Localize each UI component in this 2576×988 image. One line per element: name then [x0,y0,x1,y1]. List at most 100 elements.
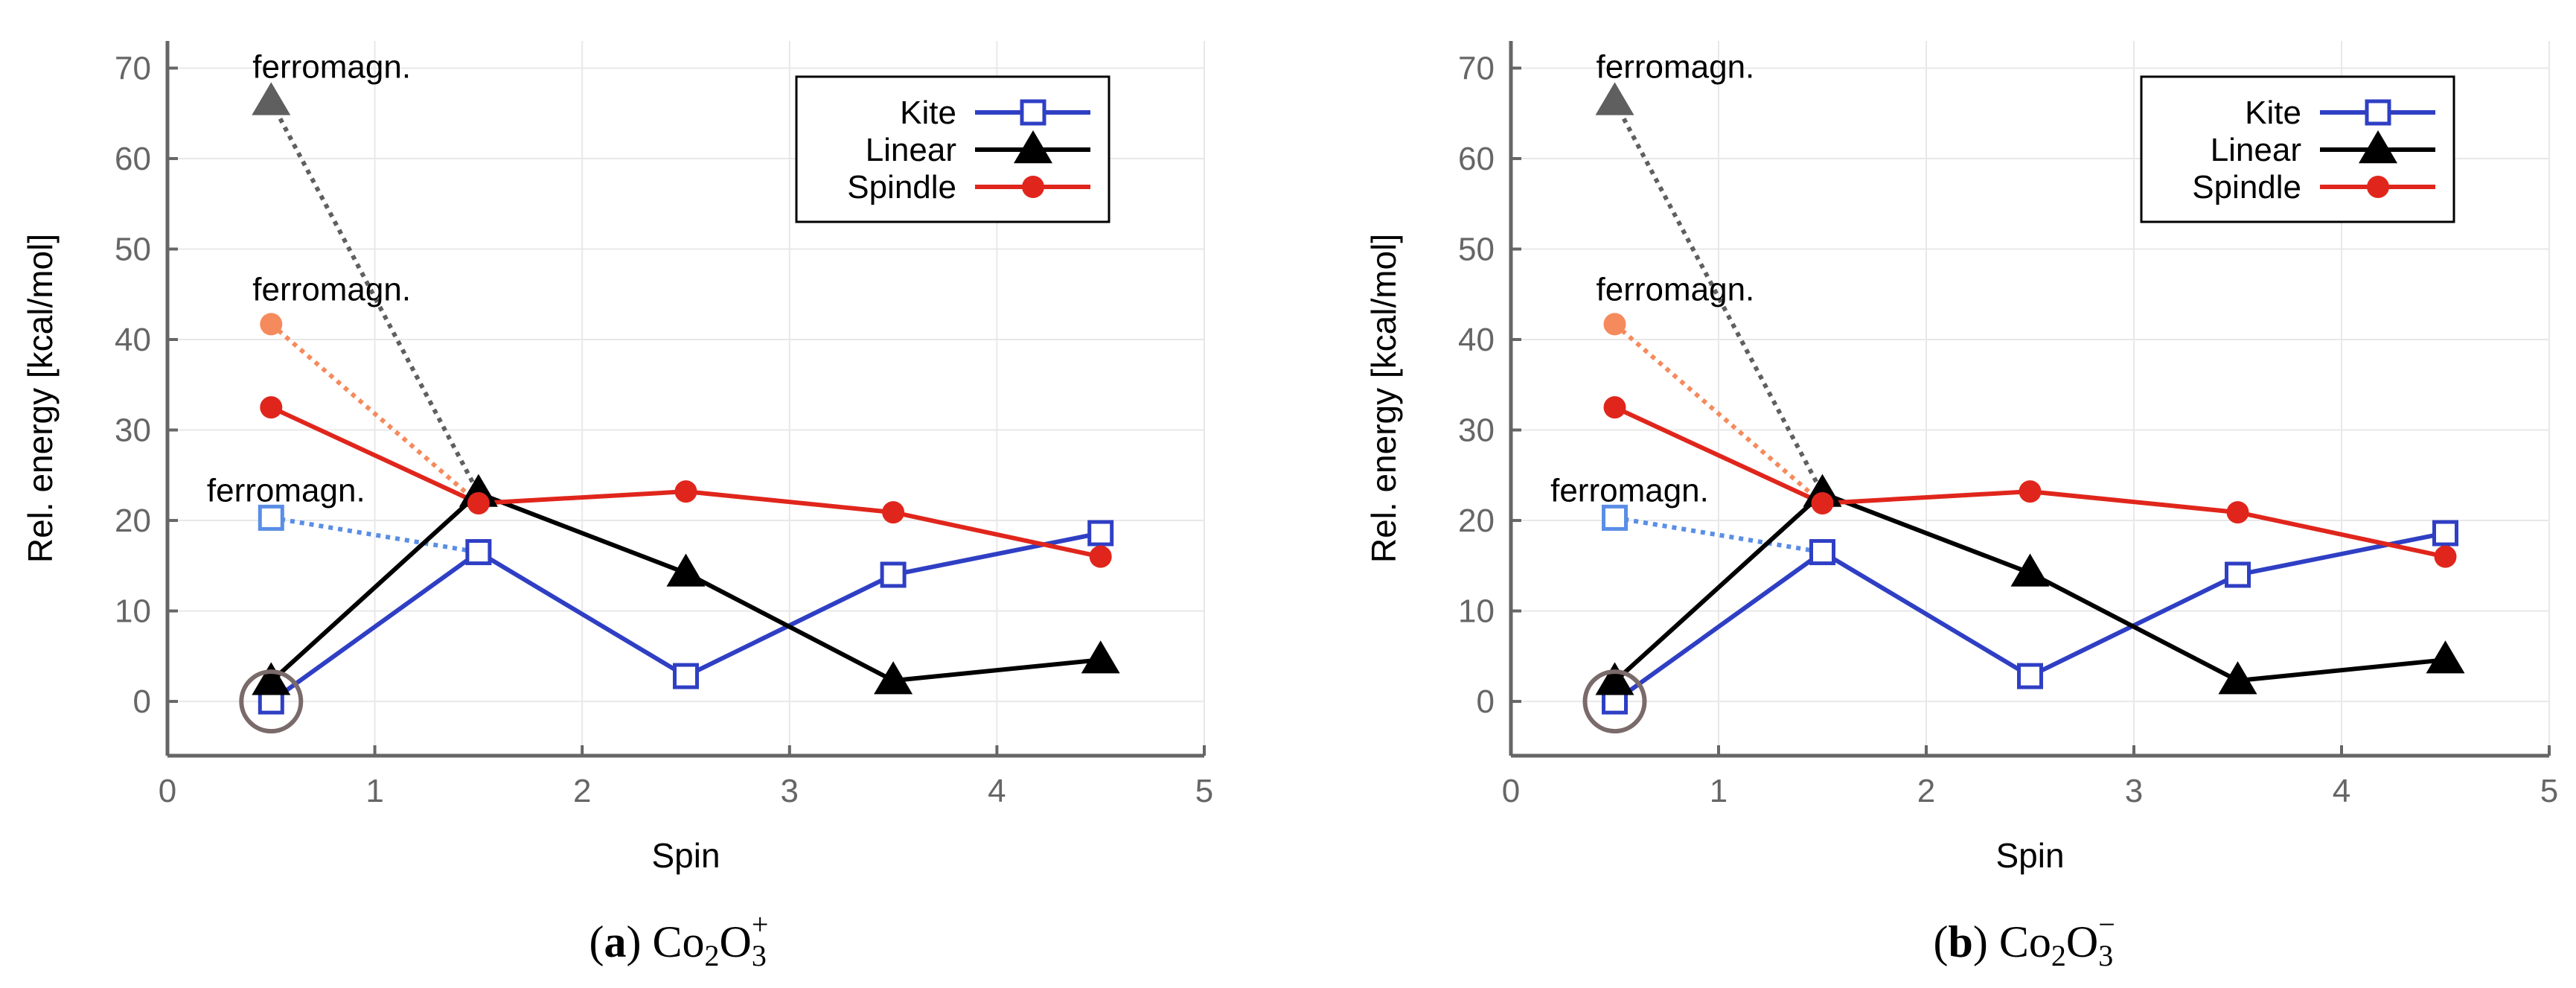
y-tick-label: 70 [115,50,151,86]
y-axis-title: Rel. energy [kcal/mol] [1364,234,1403,563]
data-point-kite [1809,539,1835,566]
data-point-kite [2225,561,2251,588]
caption-panel-label: a [604,917,626,966]
data-point-kite [2432,520,2458,546]
x-tick-label: 1 [365,773,383,809]
data-point-spindle [2019,480,2042,503]
legend-label-spindle: Spindle [847,169,956,205]
caption-space [1988,917,1999,966]
caption-b: (b) Co2O3− [1934,908,2115,972]
y-tick-label: 60 [115,141,151,177]
data-point-kite [880,561,907,588]
ground-state-highlight [239,669,304,734]
data-point-linear [2010,553,2050,587]
x-tick-label: 3 [2125,773,2143,809]
y-tick-label: 10 [115,593,151,630]
data-point-spindle [2226,501,2249,524]
caption-paren: ( [1934,917,1949,966]
data-point-spindle [467,491,490,514]
data-point-kite [2017,663,2043,689]
ferromagnetic-point-spindle [1603,313,1626,336]
legend-label-kite: Kite [2245,95,2301,131]
ferromagnetic-label: ferromagn. [252,271,411,307]
y-tick-label: 40 [115,322,151,358]
y-tick-label: 30 [1458,412,1495,449]
x-tick-label: 0 [1502,773,1520,809]
y-tick-label: 0 [1477,683,1495,720]
ferromagnetic-point-kite [1602,504,1628,531]
data-point-spindle [1089,545,1112,568]
legend-marker-spindle [1022,176,1044,198]
x-tick-label: 4 [2333,773,2350,809]
data-point-linear [1081,640,1120,674]
legend-label-spindle: Spindle [2192,169,2301,205]
data-point-linear [2218,661,2257,695]
legend-label-kite: Kite [900,95,956,131]
ferromagnetic-line-linear [269,101,481,494]
ferromagnetic-label: ferromagn. [207,472,365,509]
caption-formula-o: O [720,917,752,966]
y-tick-label: 40 [1458,322,1495,358]
data-point-kite [1087,520,1114,546]
caption-formula-charge: + [752,908,769,941]
caption-formula-sub: 2 [2051,939,2066,972]
data-point-linear [666,553,706,587]
data-point-spindle [882,501,905,524]
x-tick-label: 2 [573,773,591,809]
series-line-linear [1613,491,2446,683]
ground-state-highlight [1582,669,1647,734]
x-tick-label: 2 [1917,773,1935,809]
ferromagnetic-point-spindle [260,313,283,336]
data-point-spindle [674,480,697,503]
data-point-linear [874,661,913,695]
x-tick-label: 4 [988,773,1006,809]
caption-paren: ) [626,917,641,966]
ferromagnetic-label: ferromagn. [252,48,411,85]
caption-a: (a) Co2O3+ [589,908,769,972]
data-point-spindle [260,396,283,419]
ferromagnetic-line-kite [270,515,479,555]
x-tick-label: 5 [2540,773,2558,809]
caption-panel-label: b [1948,917,1972,966]
y-tick-label: 70 [1458,50,1495,86]
y-tick-label: 50 [1458,231,1495,267]
series-line-linear [269,491,1101,683]
x-tick-label: 3 [781,773,799,809]
x-tick-label: 1 [1710,773,1728,809]
legend-label-linear: Linear [2211,132,2301,168]
legend-marker-kite [1020,99,1046,126]
caption-space [641,917,652,966]
y-tick-label: 30 [115,412,151,449]
x-tick-label: 0 [159,773,176,809]
legend-marker-kite [2365,99,2391,126]
legend-marker-linear [2359,130,2397,164]
caption-formula-charge: − [2098,908,2115,941]
y-tick-label: 10 [1458,593,1495,630]
ferromagnetic-line-kite [1614,515,1823,555]
ferromagnetic-line-linear [1612,101,1825,495]
caption-formula-sub: 3 [2098,939,2113,972]
ferromagnetic-label: ferromagn. [1597,271,1755,307]
data-point-linear [2426,640,2465,674]
ferromagnetic-point-linear [252,82,291,115]
y-axis-title: Rel. energy [kcal/mol] [21,234,60,563]
x-tick-label: 5 [1195,773,1213,809]
caption-formula-sub: 2 [705,939,720,972]
caption-paren: ) [1973,917,1988,966]
legend-label-linear: Linear [866,132,956,168]
data-point-kite [465,539,492,566]
data-point-spindle [1811,491,1834,514]
caption-formula-sub: 3 [752,939,767,972]
data-point-linear [252,662,291,695]
y-tick-label: 60 [1458,141,1495,177]
caption-formula-o: O [2066,917,2098,966]
y-tick-label: 20 [115,503,151,539]
legend-marker-linear [1014,130,1052,164]
caption-formula-co: Co [1999,917,2051,966]
data-point-spindle [2434,545,2457,568]
